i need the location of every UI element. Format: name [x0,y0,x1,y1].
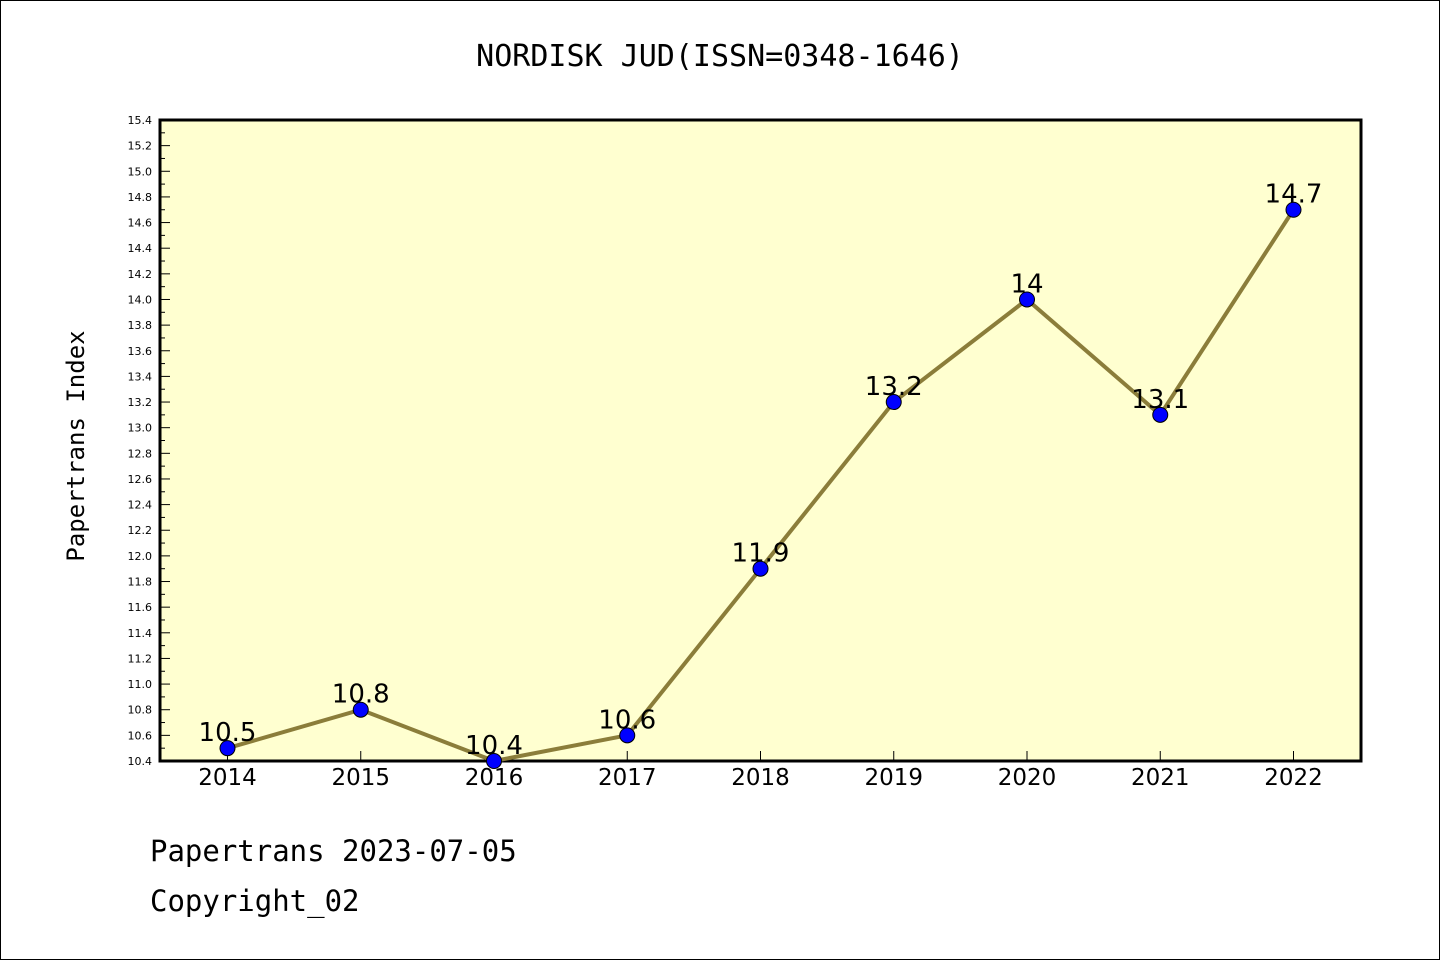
y-tick-label: 12.2 [128,524,153,537]
footer-copyright: Copyright_02 [150,884,360,918]
data-label: 10.5 [199,718,257,748]
y-tick-label: 12.0 [128,550,153,563]
x-tick-label: 2022 [1264,765,1323,791]
y-tick-label: 15.0 [128,165,153,178]
y-tick-label: 12.6 [128,473,153,486]
data-point [752,560,769,577]
y-tick-label: 11.2 [128,652,153,665]
data-label: 10.8 [332,680,390,710]
data-point [486,753,502,769]
y-tick-label: 11.8 [128,576,153,589]
plot-area [158,118,1363,763]
data-labels: 10.5 10.8 10.4 10.6 11.9 13.2 14 13.1 14.7 [199,180,1323,761]
data-point [1285,201,1302,218]
data-points [219,201,1302,769]
x-tick-label: 2020 [998,765,1057,791]
y-tick-label: 13.8 [128,319,153,332]
footer-date: Papertrans 2023-07-05 [150,834,517,868]
y-tick-label: 14.2 [128,268,153,281]
y-tick-label: 11.6 [128,601,153,614]
x-tick-label: 2015 [331,765,390,791]
data-label: 10.4 [465,731,523,761]
y-tick-label: 13.0 [128,422,153,435]
data-point [219,740,236,757]
y-tick-label: 15.4 [128,114,153,127]
data-point [619,727,636,744]
y-tick-label: 13.6 [128,345,153,358]
x-tick-label: 2021 [1131,765,1190,791]
data-point [885,394,902,411]
y-tick-label: 15.2 [128,140,153,153]
data-point [352,701,369,718]
x-tick-label: 2016 [465,765,524,791]
y-tick-label: 11.4 [128,627,153,640]
y-tick-label: 13.2 [128,396,153,409]
data-label: 13.1 [1131,385,1189,415]
data-label: 11.9 [732,539,790,569]
data-point [1152,406,1169,423]
data-label: 13.2 [865,372,923,402]
y-tick-label: 12.4 [128,499,153,512]
x-tick-label: 2018 [731,765,790,791]
x-tick-label: 2017 [598,765,657,791]
data-label: 10.6 [598,705,656,735]
y-tick-label: 13.4 [128,370,153,383]
y-tick-label: 14.4 [128,242,153,255]
y-tick-label: 10.4 [128,755,153,768]
y-tick-label: 11.0 [128,678,153,691]
y-axis: 10.4 10.6 10.8 11.0 11.2 11.4 11.6 11.8 12.0 12.2… [128,114,170,768]
x-tick-label: 2014 [198,765,257,791]
y-tick-label: 14.6 [128,217,153,230]
y-axis-label: Papertrans Index [62,330,90,561]
x-tick-label: 2019 [864,765,923,791]
data-point [1019,291,1035,308]
y-tick-label: 10.8 [128,704,153,717]
x-axis: 2014 2015 2016 2017 2018 2019 2020 2021 2022 [198,751,1323,791]
data-label: 14.7 [1265,180,1323,210]
y-tick-label: 10.6 [128,729,153,742]
y-tick-label: 12.8 [128,447,153,460]
chart-title: NORDISK JUD(ISSN=0348-1646) [476,39,964,74]
y-tick-label: 14.0 [128,293,153,306]
data-label: 14 [1010,269,1043,299]
y-tick-label: 14.8 [128,191,153,204]
